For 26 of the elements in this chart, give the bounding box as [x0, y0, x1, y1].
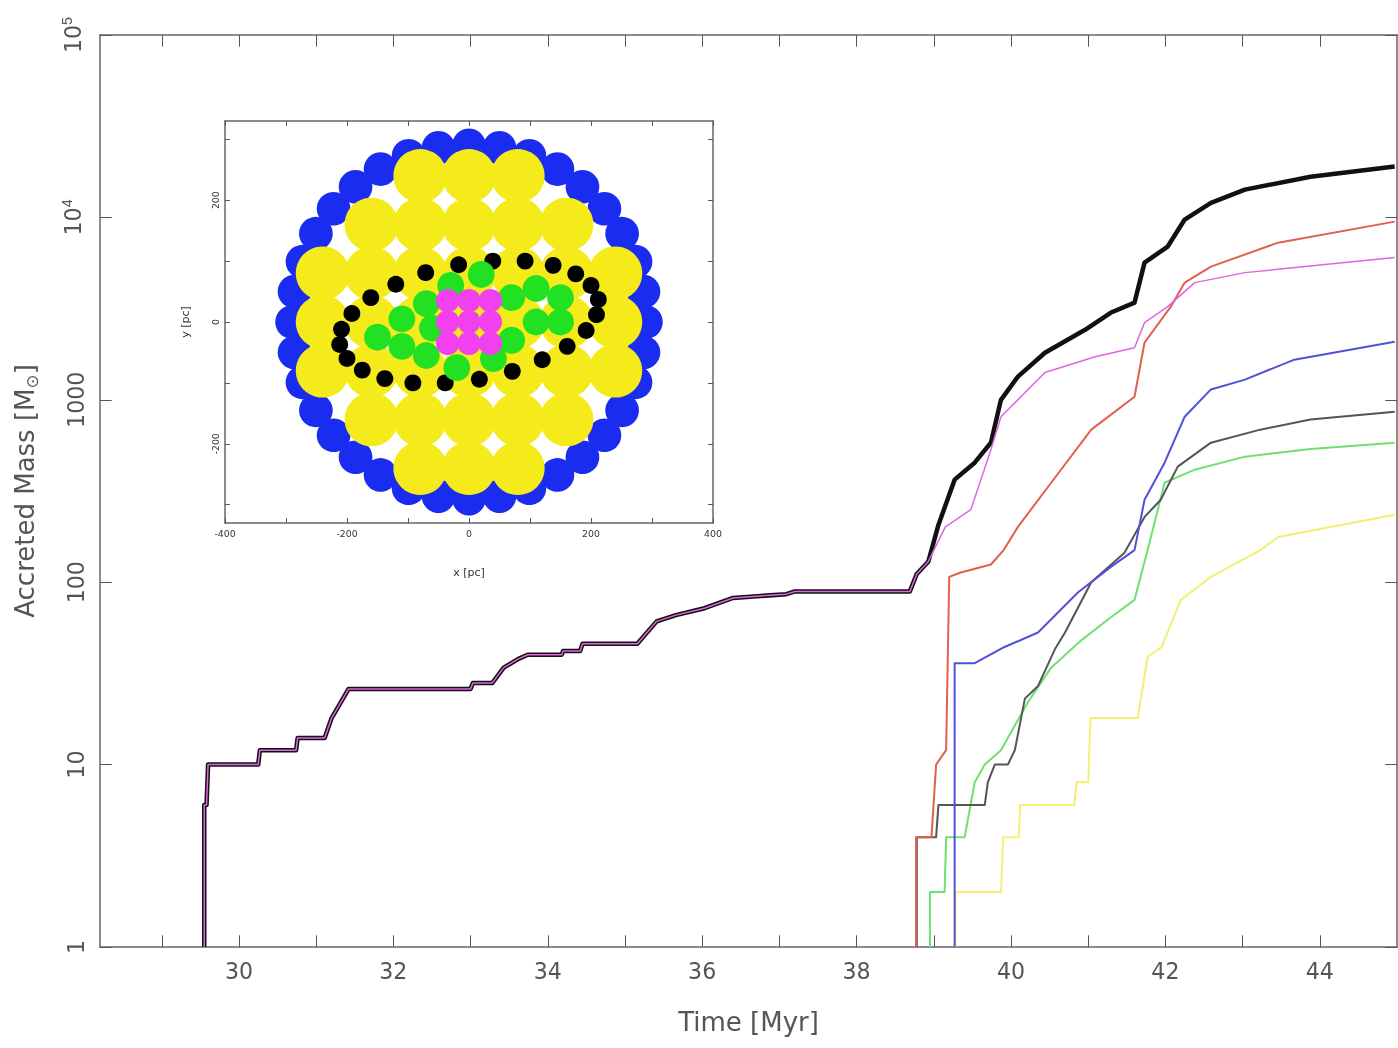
y-axis-title: y [pc]: [179, 306, 192, 338]
x-tick-label: 0: [466, 527, 473, 539]
x-tick-label: 40: [996, 958, 1026, 984]
y-tick-label: 1000: [63, 371, 89, 428]
y-tick-label: 105: [58, 16, 87, 54]
x-tick-label: 36: [688, 958, 717, 984]
y-tick-label: 0: [209, 318, 221, 325]
y-tick-label: 100: [63, 561, 89, 604]
y-tick-label: -200: [209, 433, 221, 455]
x-tick-label: -200: [336, 527, 358, 539]
x-tick-label: 34: [533, 958, 562, 984]
y-tick-label: 200: [209, 191, 221, 210]
y-tick-label: 104: [58, 199, 87, 236]
x-axis-title: x [pc]: [453, 566, 485, 579]
y-tick-label: 10: [63, 750, 89, 779]
x-tick-label: 42: [1151, 958, 1180, 984]
x-axis-title: Time [Myr]: [677, 1007, 819, 1037]
x-tick-label: 400: [704, 527, 722, 539]
x-tick-label: 200: [582, 527, 600, 539]
x-tick-label: 38: [842, 958, 871, 984]
x-tick-label: 44: [1305, 958, 1334, 984]
x-tick-label: 30: [224, 958, 254, 984]
y-tick-label: 1: [63, 939, 89, 955]
y-axis-title: Accreted Mass [M⊙]: [10, 364, 42, 618]
x-tick-label: 32: [379, 958, 408, 984]
x-tick-label: -400: [214, 527, 236, 539]
